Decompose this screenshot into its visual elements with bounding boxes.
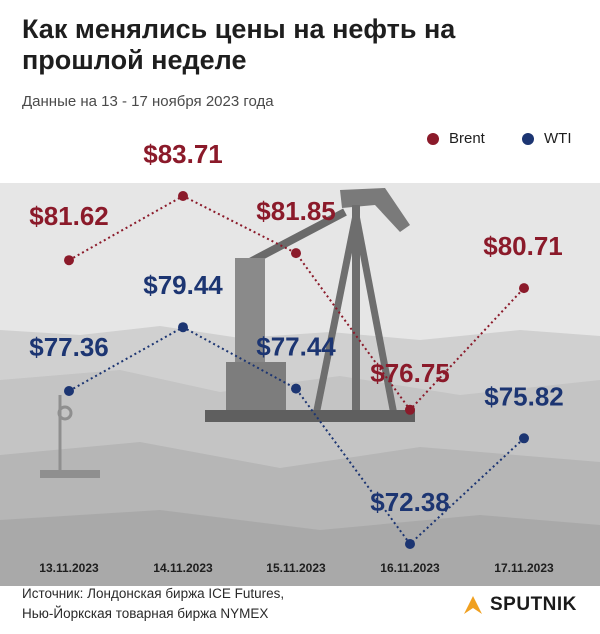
brent-point xyxy=(291,248,301,259)
wti-point xyxy=(291,383,301,394)
brent-data-label: $80.71 xyxy=(483,231,563,261)
x-tick-label: 16.11.2023 xyxy=(380,561,440,575)
brent-series-line xyxy=(68,194,525,412)
brent-data-label: $81.85 xyxy=(256,196,336,226)
legend-item-brent: Brent xyxy=(427,130,485,147)
source-line-1: Источник: Лондонская биржа ICE Futures, xyxy=(22,586,285,601)
wti-data-label: $79.44 xyxy=(143,270,223,300)
wti-legend-marker xyxy=(522,132,534,145)
sputnik-arrow-icon xyxy=(464,596,482,614)
brent-point xyxy=(519,283,529,294)
brent-data-label: $83.71 xyxy=(143,139,223,169)
brent-data-label: $81.62 xyxy=(29,201,109,231)
wti-data-label: $72.38 xyxy=(370,487,450,517)
wti-point xyxy=(405,539,415,549)
logo-text: SPUTNIK xyxy=(490,594,577,615)
brent-data-label: $76.75 xyxy=(370,358,450,388)
source-note: Источник: Лондонская биржа ICE Futures, … xyxy=(22,584,284,624)
source-line-2: Нью-Йоркская товарная биржа NYMEX xyxy=(22,606,269,621)
wti-data-label: $75.82 xyxy=(484,381,564,411)
wti-data-label: $77.36 xyxy=(29,332,109,362)
wti-point xyxy=(178,322,188,333)
x-tick-label: 15.11.2023 xyxy=(266,561,326,575)
legend-item-wti: WTI xyxy=(522,130,572,147)
wti-point xyxy=(64,386,74,396)
brent-point xyxy=(178,191,188,201)
x-tick-label: 13.11.2023 xyxy=(39,561,99,575)
x-tick-label: 17.11.2023 xyxy=(494,561,554,575)
legend-label-wti: WTI xyxy=(544,130,572,147)
brent-point xyxy=(405,404,415,415)
brent-legend-marker xyxy=(427,132,439,145)
x-tick-label: 14.11.2023 xyxy=(153,561,213,575)
brent-point xyxy=(64,255,74,266)
chart-subtitle: Данные на 13 - 17 ноября 2023 года xyxy=(22,93,274,110)
legend-label-brent: Brent xyxy=(449,130,485,147)
wti-point xyxy=(519,433,529,444)
chart-title: Как менялись цены на нефть на прошлой не… xyxy=(22,14,456,75)
wti-data-label: $77.44 xyxy=(256,332,336,362)
sputnik-logo: SPUTNIK xyxy=(462,594,577,616)
